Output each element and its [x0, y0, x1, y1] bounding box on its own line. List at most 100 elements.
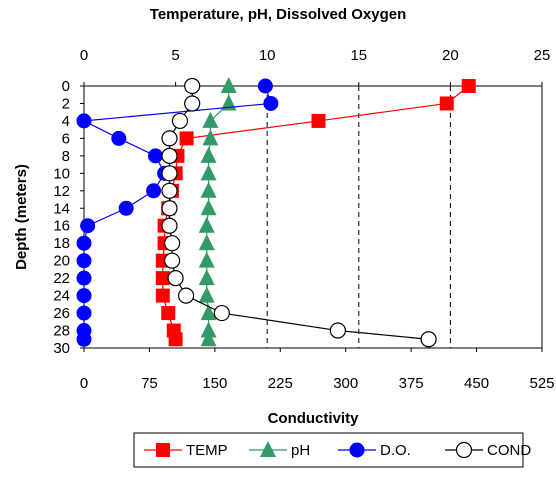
series-layer	[76, 77, 476, 348]
data-point-cond	[161, 200, 178, 217]
data-point-cond	[184, 77, 201, 95]
data-point-do	[76, 253, 92, 269]
top-axis-tick-label: 5	[171, 47, 179, 64]
y-axis-tick-label: 0	[62, 78, 70, 95]
data-point-cond	[161, 217, 178, 234]
data-point-cond	[213, 304, 230, 322]
legend-label-cond: COND	[487, 442, 531, 459]
y-axis-tick-label: 26	[53, 305, 70, 322]
y-axis-tick-label: 6	[62, 130, 70, 147]
data-point-do	[118, 200, 134, 216]
data-point-cond	[161, 165, 178, 182]
data-point-do	[76, 331, 92, 347]
data-point-cond	[164, 235, 181, 252]
data-point-cond	[420, 331, 437, 348]
data-point-do	[76, 270, 92, 286]
plot-frame	[83, 85, 543, 349]
y-axis-tick-label: 12	[53, 183, 70, 200]
y-axis-tick-label: 4	[62, 113, 70, 130]
y-axis-tick-label: 8	[62, 148, 70, 165]
bottom-axis-tick-label: 525	[529, 375, 554, 392]
data-point-do	[257, 78, 273, 94]
legend-label-ph: pH	[291, 442, 310, 459]
bottom-axis-tick-label: 225	[268, 375, 293, 392]
legend-marker-ph	[260, 441, 276, 457]
data-point-temp	[155, 288, 170, 303]
legend-label-do: D.O.	[380, 442, 411, 459]
data-point-cond	[184, 95, 201, 112]
y-axis-tick-label: 18	[53, 235, 70, 252]
data-point-do	[76, 235, 92, 251]
data-point-ph	[202, 129, 219, 146]
data-point-ph	[200, 330, 217, 347]
data-point-temp	[461, 79, 476, 93]
data-point-ph	[200, 304, 217, 321]
data-point-temp	[439, 96, 454, 111]
y-axis-tick-label: 2	[62, 95, 70, 112]
data-point-cond	[171, 112, 189, 130]
data-point-do	[76, 305, 92, 321]
data-point-do	[263, 95, 279, 111]
data-point-cond	[161, 147, 178, 164]
y-axis-tick-label: 22	[53, 270, 70, 287]
top-axis-tick-label: 0	[80, 47, 88, 64]
top-axis-tick-label: 15	[350, 47, 367, 64]
data-point-ph	[220, 77, 237, 93]
data-point-do	[147, 148, 163, 164]
data-point-do	[76, 113, 92, 129]
top-axis-tick-label: 20	[442, 47, 459, 64]
data-point-temp	[168, 332, 183, 347]
data-point-do	[111, 130, 127, 146]
data-point-ph	[202, 111, 219, 128]
data-point-temp	[155, 271, 170, 286]
data-point-ph	[200, 199, 217, 216]
bottom-axis-tick-label: 75	[141, 375, 158, 392]
chart-title: Temperature, pH, Dissolved Oxygen	[150, 6, 406, 23]
data-point-ph	[198, 234, 215, 251]
bottom-axis: 0 75 150 225 300 375 450 525	[80, 348, 555, 392]
data-point-do	[80, 218, 96, 234]
series-do	[76, 78, 279, 347]
y-axis-tick-label: 14	[53, 200, 70, 217]
bottom-axis-tick-label: 375	[399, 375, 424, 392]
y-axis-tick-label: 10	[53, 165, 70, 182]
legend-label-temp: TEMP	[186, 442, 228, 459]
legend-marker-cond	[455, 441, 473, 459]
data-point-temp	[179, 131, 194, 146]
series-line-do	[81, 85, 272, 340]
data-point-temp	[161, 306, 176, 321]
bottom-axis-tick-label: 300	[333, 375, 358, 392]
y-axis-tick-label: 16	[53, 218, 70, 235]
series-cond	[161, 77, 437, 348]
x-axis-label-bottom: Conductivity	[268, 410, 359, 427]
data-point-cond	[329, 322, 346, 339]
y-axis-tick-label: 24	[53, 288, 70, 305]
data-point-do	[76, 288, 92, 304]
legend-marker-temp	[156, 443, 170, 457]
data-point-ph	[200, 321, 217, 338]
data-point-ph	[198, 251, 215, 268]
data-point-ph	[200, 181, 217, 198]
data-point-ph	[200, 146, 217, 163]
data-point-temp	[311, 113, 326, 128]
y-axis-tick-label: 30	[53, 340, 70, 357]
series-line-temp	[162, 85, 470, 340]
top-axis-tick-label: 10	[259, 47, 276, 64]
series-ph	[198, 77, 237, 347]
top-axis: 0 5 10 15 20 25	[80, 47, 551, 86]
data-point-cond	[161, 182, 178, 199]
data-point-ph	[198, 269, 215, 286]
legend-marker-do	[349, 442, 365, 458]
y-axis-tick-label: 20	[53, 253, 70, 270]
series-line-cond	[168, 86, 429, 340]
data-point-cond	[167, 270, 184, 287]
data-point-cond	[164, 252, 181, 269]
gridlines	[266, 86, 451, 348]
bottom-axis-tick-label: 450	[464, 375, 489, 392]
data-point-cond	[177, 287, 195, 304]
data-point-ph	[198, 286, 215, 303]
data-point-cond	[161, 130, 178, 147]
top-axis-tick-label: 25	[534, 47, 551, 64]
